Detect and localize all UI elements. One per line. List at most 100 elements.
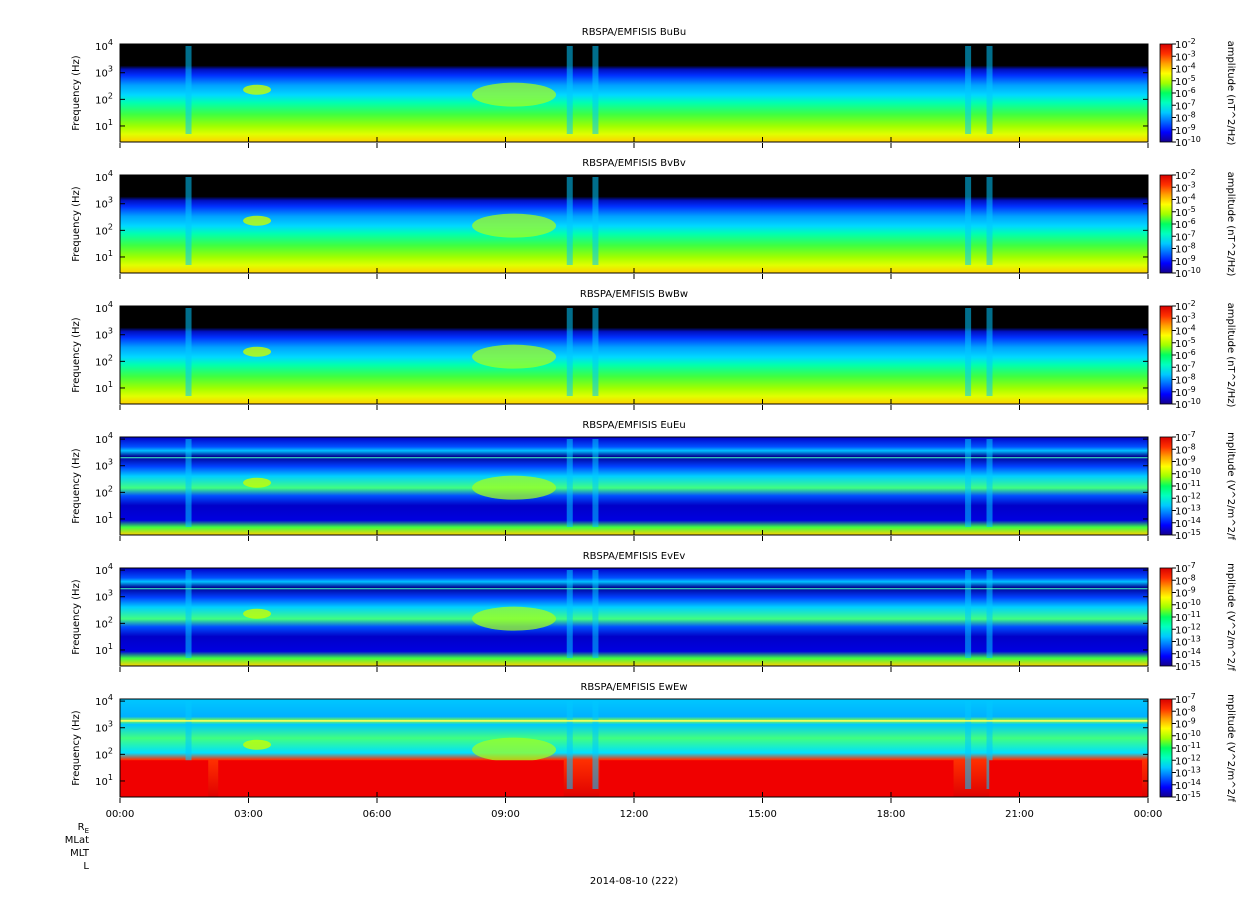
colorbar-tick-exponent: -6 [1188, 217, 1196, 226]
burst-feature [986, 439, 993, 527]
colorbar [1159, 305, 1173, 405]
burst-feature [185, 439, 192, 527]
colorbar-tick-exponent: -13 [1188, 504, 1201, 513]
colorbar-tick-exponent: -7 [1188, 229, 1196, 238]
spectrogram-image [120, 44, 1148, 142]
colorbar-tick-exponent: -14 [1188, 778, 1201, 787]
colorbar-tick-exponent: -8 [1188, 111, 1196, 120]
emission-feature [472, 737, 557, 762]
colorbar [1159, 436, 1173, 536]
y-tick-label: 102 [95, 615, 113, 630]
emission-feature [472, 82, 557, 107]
y-tick-exponent: 4 [108, 431, 113, 440]
burst-feature [965, 46, 972, 134]
colorbar [1159, 174, 1173, 274]
burst-feature [592, 46, 599, 134]
colorbar-tick-exponent: -13 [1188, 635, 1201, 644]
colorbar-tick-exponent: -10 [1188, 598, 1201, 607]
y-tick-exponent: 4 [108, 38, 113, 47]
panel-4: RBSPA/EMFISIS EuEu Frequency (Hz) 101 102 10… [71, 420, 1236, 542]
date-label: 2014-08-10 (222) [590, 876, 678, 887]
colorbar-tick-exponent: -6 [1188, 348, 1196, 357]
panel-title: RBSPA/EMFISIS EwEw [580, 682, 687, 693]
y-tick-label: 102 [95, 484, 113, 499]
y-tick-exponent: 4 [108, 169, 113, 178]
burst-feature [965, 701, 972, 789]
burst-feature [592, 439, 599, 527]
panel-2: RBSPA/EMFISIS BvBv Frequency (Hz) 101 102 10… [71, 158, 1236, 280]
colorbar-tick-exponent: -14 [1188, 516, 1201, 525]
y-tick-label: 104 [95, 562, 113, 577]
burst-feature [986, 177, 993, 265]
x-tick-label: 12:00 [620, 809, 649, 820]
colorbar-tick-exponent: -9 [1188, 717, 1196, 726]
colorbar-tick-exponent: -6 [1188, 86, 1196, 95]
colorbar-label: mplitude (V^2/m^2/f [1225, 432, 1236, 540]
colorbar-label: amplitude (nT^2/Hz) [1225, 41, 1236, 146]
burst-feature [566, 46, 573, 134]
y-axis-label: Frequency (Hz) [71, 579, 82, 655]
y-tick-exponent: 2 [108, 353, 113, 362]
burst-feature [986, 570, 993, 658]
y-tick-label: 104 [95, 431, 113, 446]
colorbar-tick-label: 10-15 [1175, 659, 1201, 673]
colorbar-tick-exponent: -9 [1188, 123, 1196, 132]
y-tick-label: 103 [95, 458, 113, 473]
burst-feature [566, 570, 573, 658]
colorbar-label: mplitude (V^2/m^2/f [1225, 563, 1236, 671]
burst-feature [965, 570, 972, 658]
colorbar-tick-exponent: -9 [1188, 385, 1196, 394]
colorbar-tick-exponent: -10 [1188, 135, 1201, 144]
colorbar-tick-label: 10-10 [1175, 266, 1201, 280]
y-tick-exponent: 2 [108, 484, 113, 493]
y-tick-exponent: 1 [108, 380, 113, 389]
burst-feature [185, 177, 192, 265]
y-tick-label: 101 [95, 773, 113, 788]
y-tick-exponent: 3 [108, 65, 113, 74]
y-axis-label: Frequency (Hz) [71, 317, 82, 393]
y-tick-exponent: 2 [108, 615, 113, 624]
y-tick-exponent: 1 [108, 773, 113, 782]
y-tick-label: 104 [95, 38, 113, 53]
spectrogram-image [120, 175, 1148, 273]
spectrogram-image [120, 306, 1148, 404]
colorbar-tick-exponent: -15 [1188, 790, 1201, 799]
y-tick-exponent: 3 [108, 589, 113, 598]
y-tick-exponent: 2 [108, 746, 113, 755]
x-tick-label: 09:00 [491, 809, 520, 820]
burst-feature [566, 439, 573, 527]
colorbar-tick-exponent: -7 [1188, 360, 1196, 369]
colorbar-tick-exponent: -3 [1188, 311, 1196, 320]
ephemeris-label-re-sub: E [85, 827, 89, 835]
colorbar-tick-exponent: -12 [1188, 753, 1201, 762]
colorbar-tick-exponent: -7 [1188, 561, 1196, 570]
footer-group: RE MLat MLT L 2014-08-10 (222) [65, 822, 678, 887]
x-tick-label: 18:00 [877, 809, 906, 820]
y-tick-label: 104 [95, 300, 113, 315]
x-tick-label: 21:00 [1005, 809, 1034, 820]
panel-5: RBSPA/EMFISIS EvEv Frequency (Hz) 101 102 10… [71, 551, 1236, 673]
burst-feature [965, 177, 972, 265]
y-tick-label: 104 [95, 693, 113, 708]
red-band-feature [989, 760, 1142, 797]
red-band-feature [120, 760, 209, 797]
burst-feature [566, 701, 573, 789]
burst-feature [566, 177, 573, 265]
colorbar-tick-exponent: -8 [1188, 573, 1196, 582]
red-band-feature [218, 760, 564, 797]
colorbar-tick-exponent: -9 [1188, 254, 1196, 263]
colorbar-tick-exponent: -7 [1188, 98, 1196, 107]
burst-feature [592, 701, 599, 789]
colorbar-tick-exponent: -12 [1188, 622, 1201, 631]
y-tick-label: 103 [95, 720, 113, 735]
y-tick-exponent: 1 [108, 118, 113, 127]
colorbar-tick-exponent: -8 [1188, 373, 1196, 382]
y-tick-label: 103 [95, 196, 113, 211]
colorbar-label: amplitude (nT^2/Hz) [1225, 303, 1236, 408]
colorbar-tick-exponent: -14 [1188, 647, 1201, 656]
panel-title: RBSPA/EMFISIS BwBw [580, 289, 688, 300]
y-tick-exponent: 4 [108, 562, 113, 571]
ephemeris-label-l: L [83, 861, 89, 872]
y-tick-label: 103 [95, 65, 113, 80]
